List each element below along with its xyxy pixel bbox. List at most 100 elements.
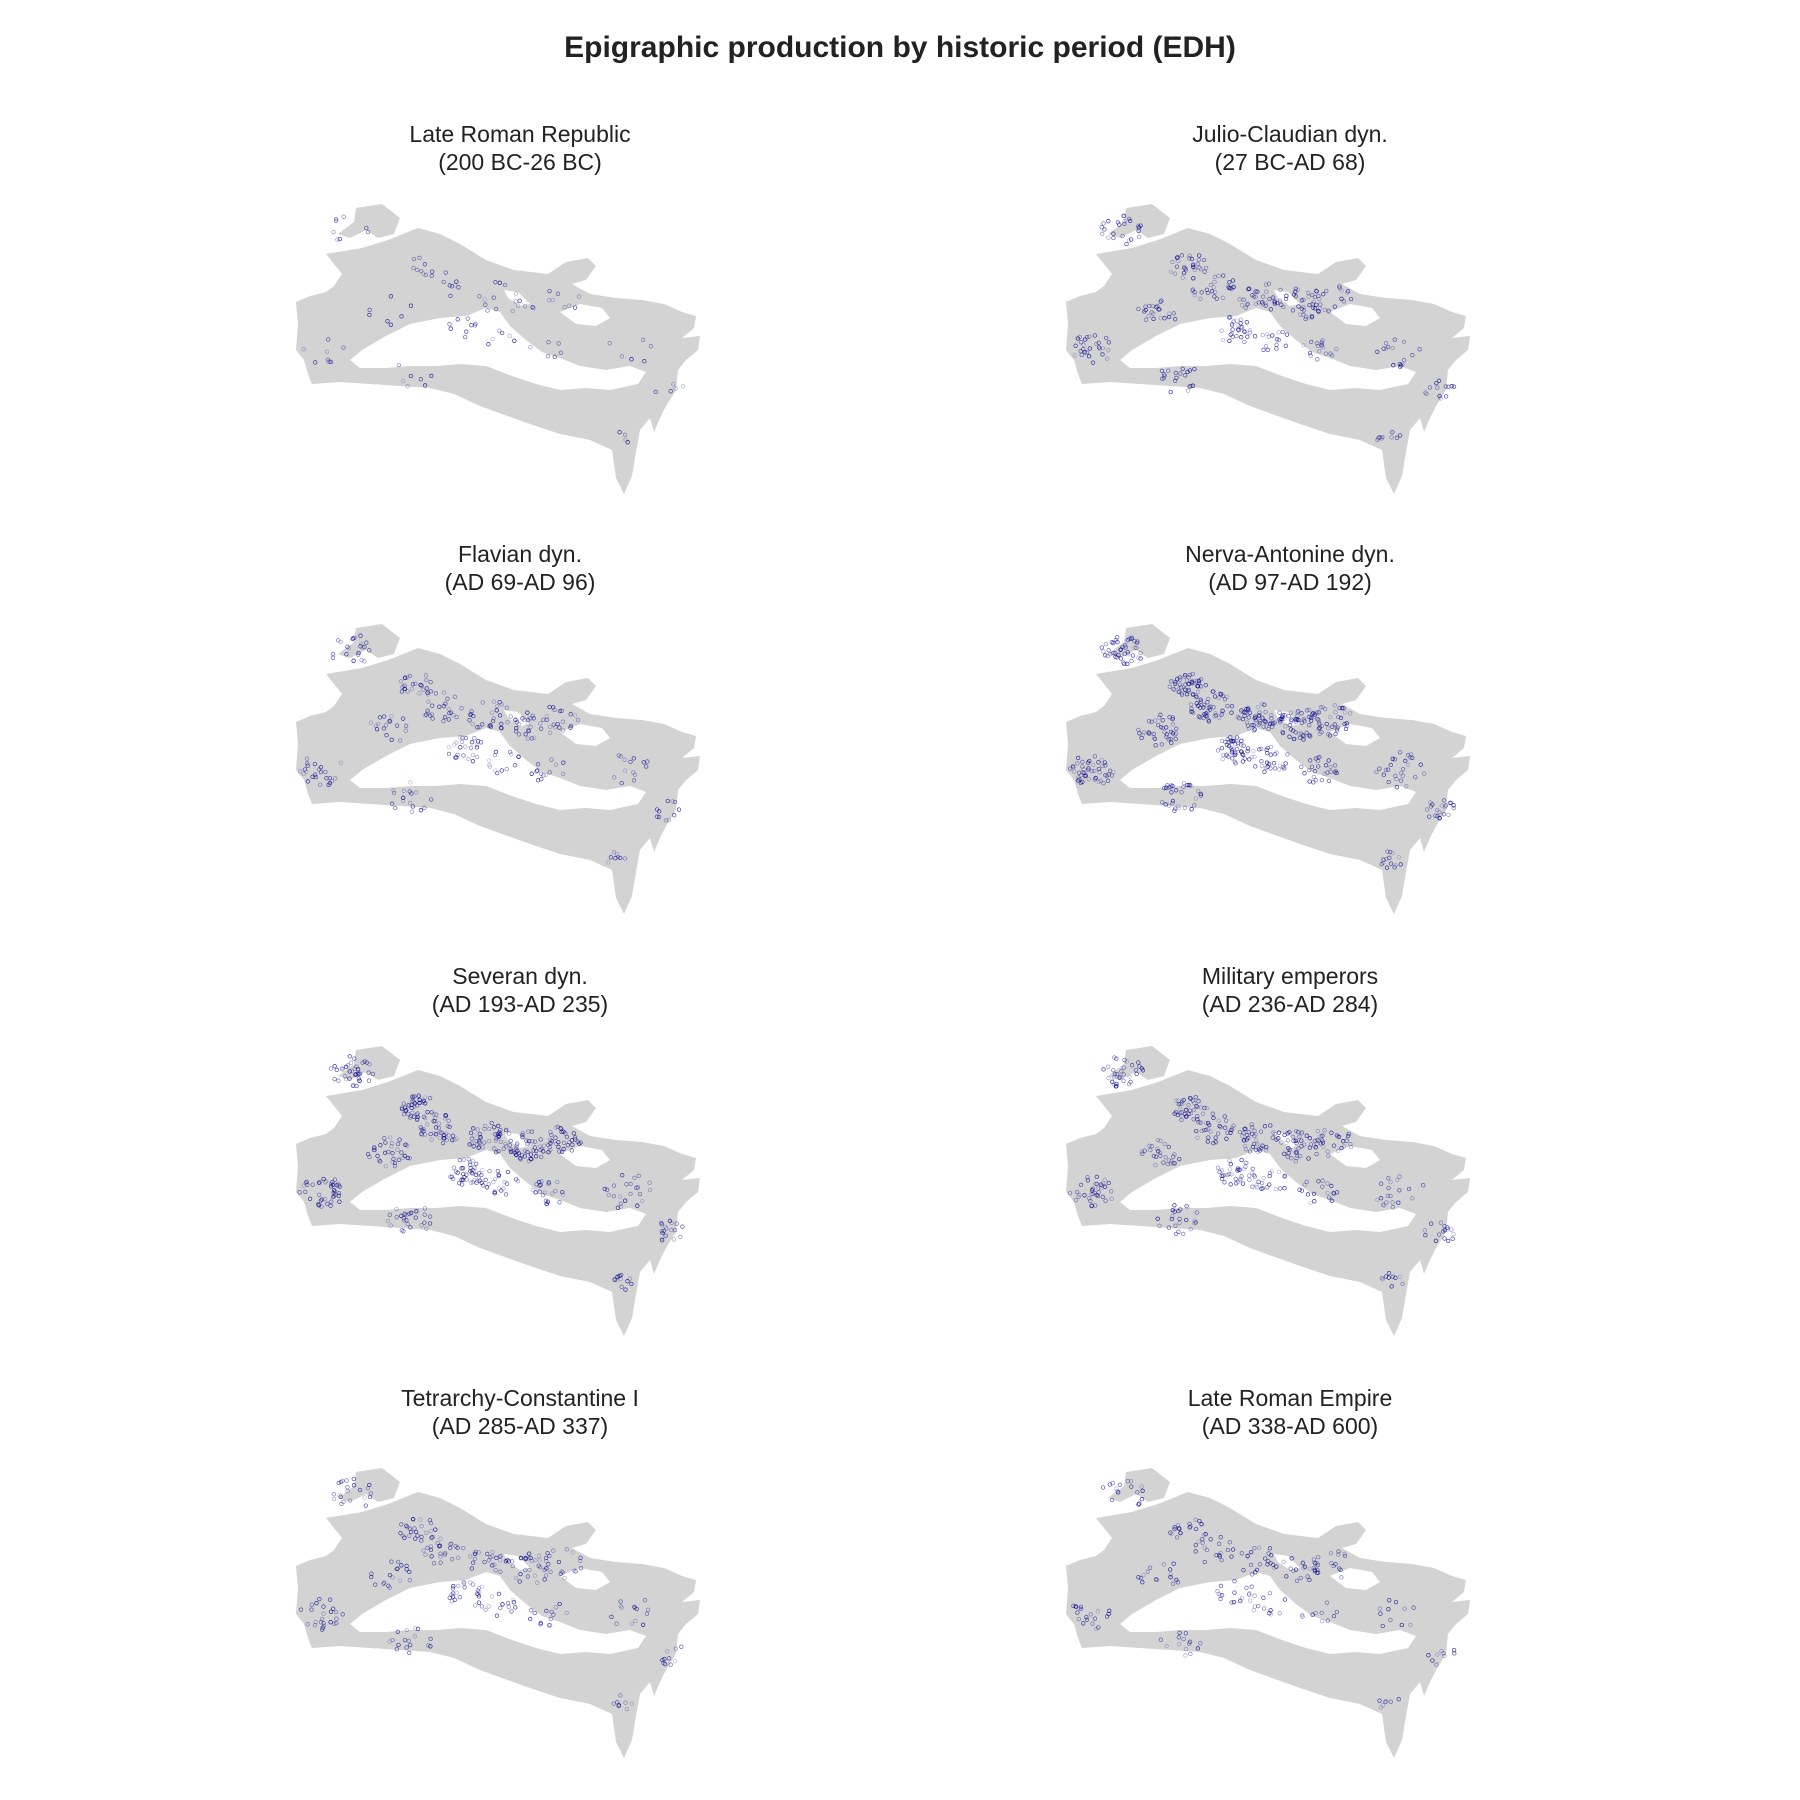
inscription-point: [1229, 1554, 1234, 1559]
inscription-point: [325, 357, 331, 362]
inscription-point: [575, 1139, 580, 1144]
inscription-point: [312, 761, 318, 767]
inscription-point: [387, 1639, 392, 1644]
inscription-point: [1193, 1220, 1198, 1225]
inscription-point: [1143, 317, 1149, 322]
inscription-point: [447, 1124, 452, 1130]
inscription-point: [1104, 335, 1109, 341]
inscription-point: [427, 1517, 433, 1523]
inscription-point: [1111, 235, 1116, 241]
inscription-point: [547, 1145, 552, 1150]
inscription-point: [1153, 1162, 1158, 1168]
inscription-point: [431, 1119, 436, 1124]
inscription-point: [317, 1180, 322, 1186]
inscription-point: [1280, 714, 1285, 719]
inscription-point: [1154, 304, 1159, 310]
inscription-point: [501, 1146, 506, 1151]
inscription-point: [489, 1594, 494, 1599]
inscription-point: [520, 1131, 526, 1136]
inscription-point: [613, 856, 618, 861]
inscription-point: [1309, 314, 1315, 319]
inscription-point: [396, 1157, 402, 1162]
inscription-point: [1111, 1067, 1116, 1073]
inscription-point: [401, 798, 406, 803]
inscription-point: [1204, 1106, 1210, 1111]
inscription-point: [389, 1144, 394, 1149]
inscription-point: [538, 1137, 543, 1142]
inscription-point: [1140, 1488, 1145, 1493]
inscription-point: [1266, 281, 1272, 286]
inscription-point: [1186, 1102, 1191, 1108]
inscription-point: [1266, 1551, 1271, 1556]
inscription-point: [493, 1568, 498, 1573]
inscription-point: [431, 1112, 436, 1117]
inscription-point: [362, 659, 367, 664]
inscription-point: [1332, 703, 1337, 708]
inscription-point: [615, 1274, 620, 1279]
inscription-point: [428, 1636, 433, 1642]
inscription-point: [622, 768, 628, 773]
inscription-point: [406, 1111, 411, 1117]
inscription-point: [1299, 1131, 1304, 1136]
inscription-point: [341, 1499, 346, 1505]
inscription-point: [1397, 1174, 1402, 1179]
inscription-point: [632, 1175, 637, 1181]
inscription-point: [331, 1606, 336, 1611]
inscription-point: [523, 1148, 528, 1153]
inscription-point: [1285, 1138, 1291, 1143]
inscription-point: [428, 679, 433, 685]
inscription-point: [463, 744, 468, 749]
inscription-point: [377, 715, 383, 720]
inscription-point: [1410, 755, 1415, 760]
inscription-point: [1203, 711, 1208, 716]
inscription-point: [1228, 332, 1233, 337]
inscription-point: [324, 776, 329, 781]
inscription-point: [422, 1095, 427, 1100]
inscription-point: [1189, 256, 1195, 262]
inscription-point: [1094, 1174, 1099, 1180]
sea-area: [1120, 308, 1416, 390]
inscription-point: [1335, 1148, 1341, 1154]
inscription-point: [415, 1117, 420, 1123]
inscription-point: [437, 1130, 442, 1135]
inscription-point: [474, 754, 480, 760]
inscription-point: [1181, 1097, 1186, 1103]
inscription-point: [541, 717, 546, 722]
inscription-point: [559, 1569, 564, 1574]
inscription-point: [1190, 383, 1196, 388]
inscription-point: [401, 1218, 407, 1223]
inscription-point: [1211, 1115, 1216, 1121]
inscription-point: [405, 1143, 410, 1148]
inscription-point: [1104, 773, 1110, 778]
inscription-point: [332, 1076, 337, 1082]
inscription-point: [1296, 717, 1301, 722]
inscription-point: [1336, 1549, 1341, 1554]
inscription-point: [1213, 710, 1218, 716]
inscription-point: [538, 1622, 543, 1627]
inscription-point: [1073, 343, 1078, 348]
inscription-point: [1438, 396, 1443, 401]
inscription-point: [622, 856, 628, 861]
inscription-point: [612, 775, 617, 780]
inscription-point: [415, 1116, 420, 1121]
inscription-point: [1220, 708, 1225, 713]
inscription-point: [1177, 1156, 1182, 1162]
inscription-point: [559, 708, 564, 713]
inscription-point: [1256, 713, 1262, 719]
inscription-point: [1307, 714, 1312, 720]
inscription-point: [1139, 1484, 1144, 1489]
inscription-point: [1183, 268, 1189, 273]
inscription-point: [1219, 1173, 1224, 1178]
inscription-point: [424, 1226, 429, 1231]
inscription-point: [421, 1114, 427, 1119]
inscription-point: [606, 860, 611, 865]
inscription-point: [1112, 1055, 1117, 1060]
inscription-point: [1229, 704, 1235, 709]
inscription-point: [529, 1129, 535, 1134]
inscription-point: [1267, 721, 1273, 726]
inscription-point: [423, 272, 429, 278]
inscription-point: [1437, 810, 1442, 815]
inscription-point: [1103, 763, 1108, 768]
inscription-point: [548, 1623, 553, 1628]
inscription-point: [1170, 798, 1176, 804]
